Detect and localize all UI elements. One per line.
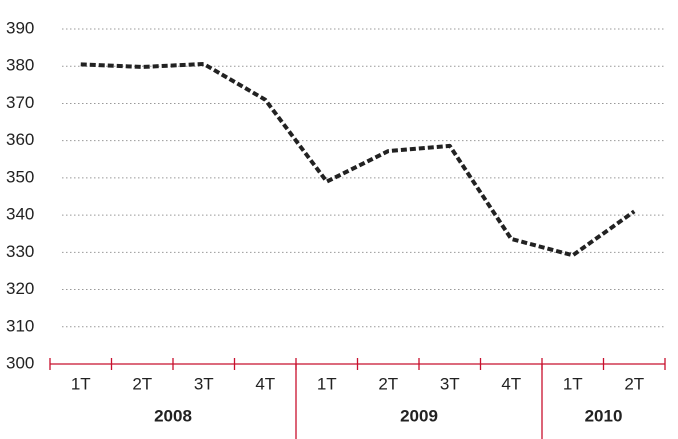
year-label: 2010 — [585, 406, 623, 425]
x-tick-label: 1T — [71, 374, 91, 393]
y-tick-label: 360 — [6, 130, 34, 149]
x-tick-label: 2T — [132, 374, 152, 393]
y-tick-label: 330 — [6, 242, 34, 261]
line-series — [80, 61, 636, 258]
year-label: 2009 — [400, 406, 438, 425]
y-tick-label: 320 — [6, 279, 34, 298]
x-tick-label: 2T — [624, 374, 644, 393]
y-tick-label: 300 — [6, 353, 34, 372]
y-tick-label: 370 — [6, 93, 34, 112]
y-tick-label: 390 — [6, 18, 34, 37]
y-tick-label: 350 — [6, 167, 34, 186]
x-tick-label: 1T — [563, 374, 583, 393]
year-label: 2008 — [154, 406, 192, 425]
y-tick-label: 340 — [6, 205, 34, 224]
x-tick-label: 2T — [378, 374, 398, 393]
x-tick-label: 3T — [440, 374, 460, 393]
x-tick-label: 3T — [194, 374, 214, 393]
y-tick-label: 310 — [6, 316, 34, 335]
y-tick-label: 380 — [6, 56, 34, 75]
x-tick-label: 4T — [501, 374, 521, 393]
x-tick-label: 1T — [317, 374, 337, 393]
x-tick-label: 4T — [255, 374, 275, 393]
